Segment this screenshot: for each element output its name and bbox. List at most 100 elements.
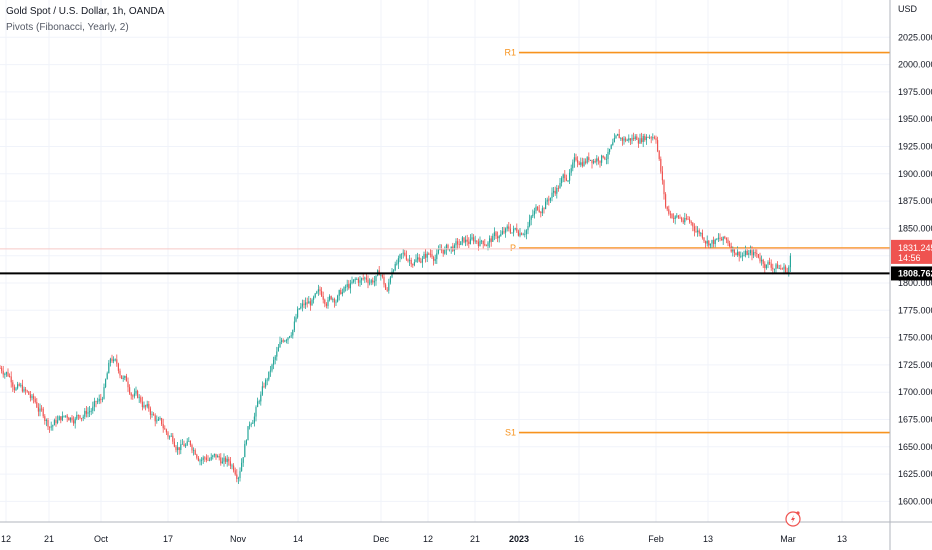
candle-body: [650, 137, 652, 139]
candle-body: [493, 232, 495, 236]
candle-body: [85, 410, 87, 414]
candle-body: [205, 457, 207, 460]
candle-body: [437, 249, 439, 254]
candle-body: [428, 253, 430, 255]
candle-body: [567, 180, 569, 182]
candle-body: [620, 137, 622, 139]
candle-body: [511, 232, 513, 234]
candle-body: [197, 457, 199, 461]
candle-body: [277, 347, 279, 352]
symbol-title[interactable]: Gold Spot / U.S. Dollar, 1h, OANDA: [6, 6, 165, 17]
candle-body: [210, 457, 212, 460]
candle-body: [505, 228, 507, 233]
candle-body: [244, 443, 246, 458]
candle-body: [666, 206, 668, 210]
candle-body: [543, 208, 545, 210]
candle-body: [431, 254, 433, 258]
candle-body: [457, 241, 459, 245]
candle-body: [394, 264, 396, 271]
candle-body: [228, 458, 230, 462]
candle-body: [301, 303, 303, 307]
candle-body: [636, 136, 638, 140]
candle-body: [109, 358, 111, 363]
price-axis[interactable]: 1600.000 1625.000 1650.000 1675.000 1700.000…: [889, 0, 932, 550]
candle-body: [253, 416, 255, 423]
candle-body: [759, 257, 761, 262]
candle-body: [193, 450, 195, 452]
candle-body: [612, 142, 614, 146]
candle-body: [484, 244, 486, 246]
candle-body: [669, 213, 671, 215]
candle-body: [529, 219, 531, 227]
candle-body: [588, 157, 590, 160]
candle-body: [61, 416, 63, 421]
candle-body: [652, 137, 654, 139]
indicator-title[interactable]: Pivots (Fibonacci, Yearly, 2): [6, 22, 129, 33]
candle-body: [258, 401, 260, 403]
candle-body: [333, 298, 335, 303]
candle-body: [329, 296, 331, 300]
candle-body: [313, 297, 315, 300]
candle-body: [674, 216, 676, 219]
candle-body: [506, 226, 508, 229]
candle-body: [199, 460, 201, 462]
candle-body: [444, 249, 446, 254]
candle-body: [81, 418, 83, 419]
candle-body: [476, 240, 478, 242]
candle-body: [735, 252, 737, 256]
candle-body: [73, 420, 75, 424]
icons[interactable]: [785, 511, 801, 527]
candle-body: [226, 458, 228, 462]
candle-body: [537, 206, 539, 210]
y-tick-label: 1900.000: [898, 169, 932, 179]
candle-body: [458, 244, 460, 246]
candle-body: [751, 250, 753, 256]
y-tick-label: 1625.000: [898, 469, 932, 479]
candle-body: [36, 402, 38, 408]
y-tick-label: 1650.000: [898, 442, 932, 452]
candle-body: [714, 239, 716, 245]
candle-body: [157, 419, 159, 421]
candle-body: [770, 263, 772, 268]
candle-body: [738, 251, 740, 257]
candle-body: [357, 278, 359, 283]
x-tick-label: 2023: [509, 534, 529, 544]
candle-body: [165, 429, 167, 433]
candle-body: [549, 197, 551, 201]
candle-body: [233, 465, 235, 471]
candle-body: [279, 342, 281, 348]
candle-body: [777, 264, 779, 269]
candle-body: [201, 459, 203, 461]
candle-body: [783, 266, 785, 270]
candle-body: [570, 168, 572, 173]
candle-body: [569, 172, 571, 181]
y-tick-label: 1850.000: [898, 223, 932, 233]
candle-body: [482, 240, 484, 245]
candle-body: [745, 250, 747, 256]
candle-body: [13, 386, 15, 391]
candle-body: [589, 159, 591, 161]
candle-body: [12, 382, 14, 387]
candle-body: [265, 380, 267, 387]
candle-body: [215, 453, 217, 458]
candle-body: [303, 303, 305, 306]
candle-body: [631, 137, 633, 141]
candle-body: [434, 259, 436, 261]
candle-body: [76, 414, 78, 419]
candle-body: [260, 394, 262, 402]
candle-body: [186, 441, 188, 446]
candle-body: [442, 249, 444, 254]
candle-body: [153, 414, 155, 416]
chart-header: Gold Spot / U.S. Dollar, 1h, OANDA Pivot…: [6, 6, 164, 34]
candle-body: [695, 231, 697, 233]
candle-body: [618, 134, 620, 139]
candle-body: [1, 368, 3, 371]
candle-body: [212, 455, 214, 458]
candle-body: [164, 428, 166, 430]
candle-body: [209, 459, 211, 461]
time-axis[interactable]: 12 21 Oct 17 Nov 14 Dec 12 21 2023 16 Feb 13 Mar 13: [0, 521, 932, 544]
candle-body: [767, 262, 769, 265]
candle-body: [538, 209, 540, 213]
lightning-icon[interactable]: [785, 511, 801, 527]
